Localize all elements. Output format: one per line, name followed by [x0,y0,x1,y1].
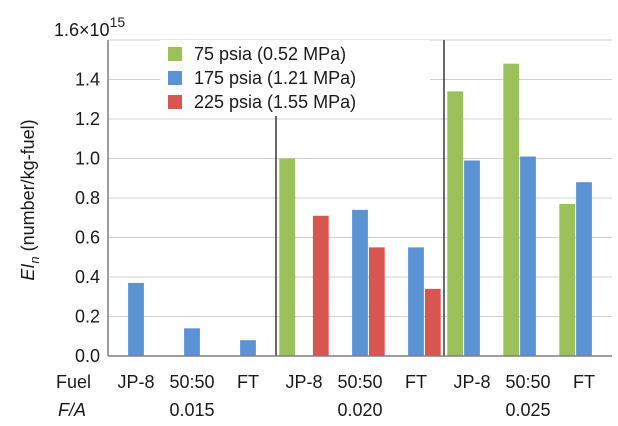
legend: 75 psia (0.52 MPa) 175 psia (1.21 MPa) 225… [160,40,430,116]
row-label-fuel: Fuel [56,372,91,392]
y-axis-top-label: 1.6×1015 [54,14,125,40]
y-tick-label: 1.2 [75,109,100,129]
y-tick-label: 0.4 [75,267,100,287]
legend-swatch [168,95,182,109]
bar [312,215,329,356]
legend-label: 75 psia (0.52 MPa) [194,44,346,64]
x-tick-label-fuel: FT [237,372,259,392]
x-tick-label-fuel: JP-8 [453,372,490,392]
legend-background [160,40,430,116]
x-tick-label-fuel: FT [405,372,427,392]
bars [128,63,592,356]
x-tick-label-fuel: 50:50 [505,372,550,392]
legend-swatch [168,71,182,85]
x-tick-labels: JP-8 50:50 FT 0.015 JP-8 50:50 FT 0.020 JP-8 50:5… [117,372,595,420]
bar [279,158,296,356]
row-label-fa: F/A [58,400,86,420]
x-tick-label-fa: 0.020 [337,400,382,420]
bar [184,328,200,356]
bar [352,209,368,356]
y-tick-label: 0.0 [75,346,100,366]
y-tick-label: 0.2 [75,307,100,327]
x-tick-label-fuel: 50:50 [169,372,214,392]
x-tick-label-fuel: JP-8 [117,372,154,392]
x-tick-label-fa: 0.015 [169,400,214,420]
x-tick-label-fuel: FT [573,372,595,392]
x-tick-label-fuel: JP-8 [285,372,322,392]
y-tick-label: 0.8 [75,188,100,208]
bar [424,288,441,356]
legend-label: 175 psia (1.21 MPa) [194,68,356,88]
bar [368,247,385,356]
legend-swatch [168,47,182,61]
legend-label: 225 psia (1.55 MPa) [194,92,356,112]
y-tick-label: 1.4 [75,70,100,90]
x-tick-label-fa: 0.025 [505,400,550,420]
bar [464,160,480,356]
x-tick-label-fuel: 50:50 [337,372,382,392]
bar [559,203,576,356]
y-tick-label: 1.0 [75,149,100,169]
bar [447,91,464,356]
y-axis-top-exponent: 15 [110,14,126,30]
bar [408,247,424,356]
bar [576,182,592,356]
bar [128,282,144,356]
y-tick-labels: 0.0 0.2 0.4 0.6 0.8 1.0 1.2 1.4 [75,70,100,367]
bar [240,340,256,356]
y-axis-label: EIn (number/kg-fuel) [18,119,42,280]
y-tick-label: 0.6 [75,228,100,248]
bar [503,63,520,356]
axes [107,40,612,357]
bar [520,156,536,356]
